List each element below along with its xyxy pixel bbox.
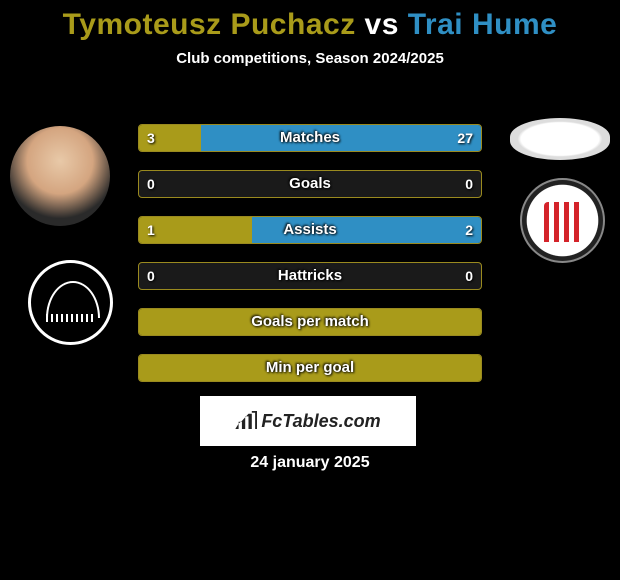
stat-label: Assists: [139, 217, 481, 243]
stat-row-hattricks: 00Hattricks: [138, 262, 482, 290]
subtitle: Club competitions, Season 2024/2025: [0, 50, 620, 67]
stat-label: Min per goal: [139, 355, 481, 381]
stat-bars-container: 327Matches 00Goals 12Assists 00Hattricks Goa…: [138, 124, 482, 400]
stat-row-goals-per-match: Goals per match: [138, 308, 482, 336]
player1-photo: [10, 126, 110, 226]
comparison-title: Tymoteusz Puchacz vs Trai Hume: [0, 0, 620, 42]
player2-name: Trai Hume: [408, 8, 558, 41]
stat-label: Matches: [139, 125, 481, 151]
stat-label: Goals per match: [139, 309, 481, 335]
stat-label: Hattricks: [139, 263, 481, 289]
stat-row-goals: 00Goals: [138, 170, 482, 198]
stat-row-assists: 12Assists: [138, 216, 482, 244]
date-label: 24 january 2025: [0, 454, 620, 472]
player1-name: Tymoteusz Puchacz: [63, 8, 356, 41]
branding-text: FcTables.com: [261, 411, 380, 431]
stat-row-matches: 327Matches: [138, 124, 482, 152]
player1-club-badge: [28, 260, 113, 345]
stat-label: Goals: [139, 171, 481, 197]
player2-photo: [510, 118, 610, 160]
player2-club-badge: [520, 178, 605, 263]
fctables-branding: FcTables.com: [200, 396, 416, 446]
vs-text: vs: [356, 8, 408, 41]
stat-row-min-per-goal: Min per goal: [138, 354, 482, 382]
